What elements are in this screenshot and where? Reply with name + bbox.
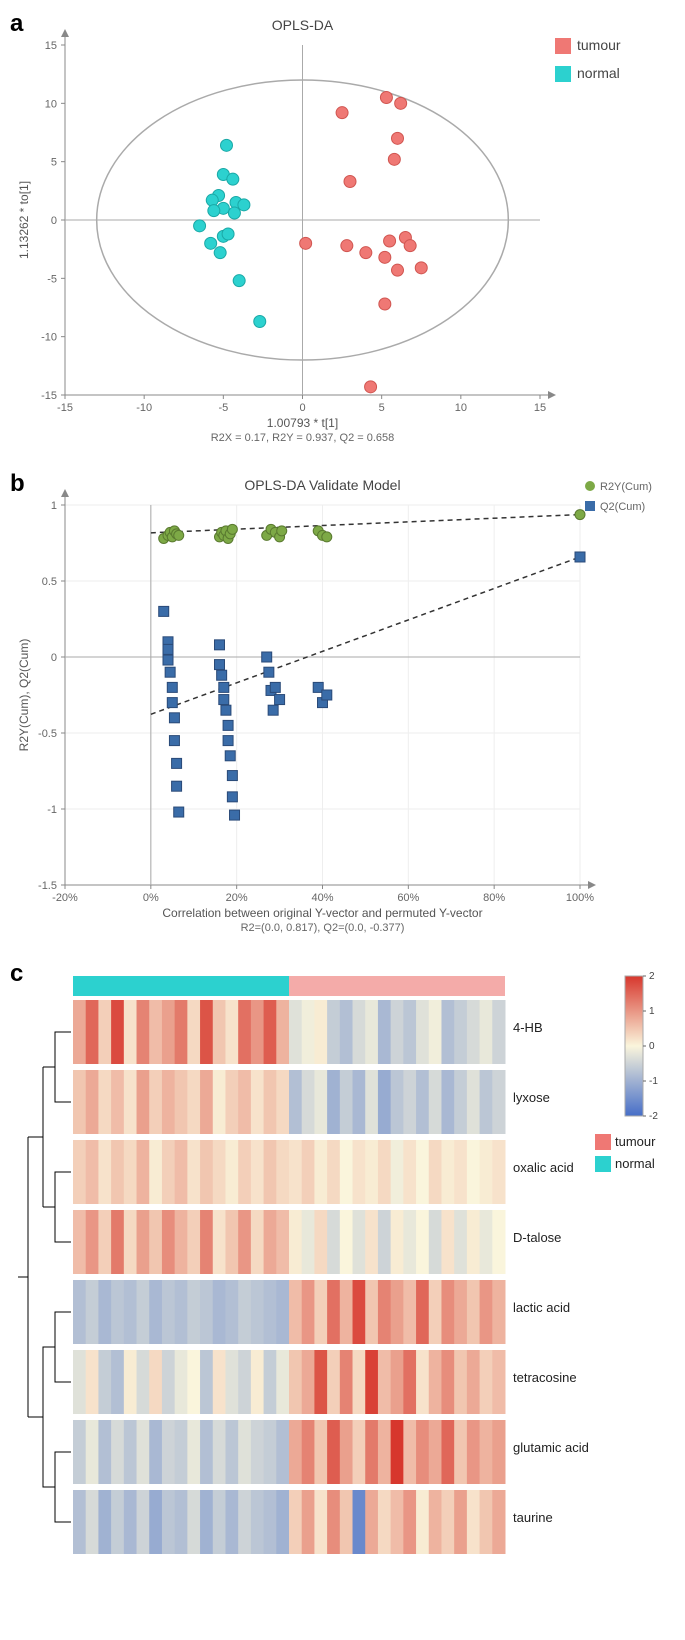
svg-text:Correlation between original Y: Correlation between original Y-vector an… (162, 906, 482, 920)
svg-text:R2=(0.0, 0.817), Q2=(0.0, -0.3: R2=(0.0, 0.817), Q2=(0.0, -0.377) (241, 922, 405, 934)
svg-text:-20%: -20% (52, 892, 78, 904)
panel-c-label: c (10, 960, 23, 988)
panel-b: b OPLS-DA Validate Model -20% 0% 20% 40% 60% 8… (10, 470, 675, 940)
svg-text:0: 0 (51, 652, 57, 664)
svg-text:glutamic acid: glutamic acid (513, 1440, 589, 1455)
svg-text:-2: -2 (649, 1111, 658, 1122)
svg-text:20%: 20% (226, 892, 248, 904)
panel-a-label: a (10, 10, 23, 38)
svg-text:0: 0 (649, 1041, 655, 1052)
svg-text:-1: -1 (649, 1076, 658, 1087)
svg-text:5: 5 (51, 157, 57, 169)
svg-text:lactic acid: lactic acid (513, 1300, 570, 1315)
panel-b-label: b (10, 470, 25, 498)
svg-text:1.13262 * to[1]: 1.13262 * to[1] (17, 181, 31, 259)
svg-text:normal: normal (615, 1156, 655, 1171)
svg-text:15: 15 (45, 40, 57, 52)
svg-text:4-HB: 4-HB (513, 1020, 543, 1035)
panel-c: c 4-HB lyxose oxalic acid D-talose lactic ac… (10, 960, 675, 1610)
svg-text:1: 1 (51, 500, 57, 512)
svg-text:-5: -5 (218, 402, 228, 414)
svg-text:R2X = 0.17, R2Y = 0.937, Q2 =: R2X = 0.17, R2Y = 0.937, Q2 = 0.658 (211, 432, 395, 444)
svg-text:-15: -15 (57, 402, 73, 414)
svg-text:-10: -10 (136, 402, 152, 414)
heatmap: 4-HB lyxose oxalic acid D-talose lactic acid… (10, 960, 675, 1610)
svg-text:80%: 80% (483, 892, 505, 904)
svg-text:10: 10 (455, 402, 467, 414)
svg-text:Q2(Cum): Q2(Cum) (600, 501, 645, 513)
svg-text:normal: normal (577, 65, 620, 81)
svg-text:0: 0 (299, 402, 305, 414)
svg-text:oxalic acid: oxalic acid (513, 1160, 574, 1175)
svg-text:0.5: 0.5 (42, 576, 57, 588)
svg-text:100%: 100% (566, 892, 594, 904)
svg-text:10: 10 (45, 98, 57, 110)
svg-text:-10: -10 (41, 332, 57, 344)
svg-text:R2Y(Cum), Q2(Cum): R2Y(Cum), Q2(Cum) (17, 639, 31, 752)
panel-a: a OPLS-DA -15 -10 -5 0 5 10 15 -15 -10 -5 0 5 10 15 1.0… (10, 10, 675, 450)
svg-text:lyxose: lyxose (513, 1090, 550, 1105)
svg-text:tumour: tumour (615, 1134, 656, 1149)
svg-text:15: 15 (534, 402, 546, 414)
svg-text:tumour: tumour (577, 37, 621, 53)
svg-text:0%: 0% (143, 892, 159, 904)
svg-text:-5: -5 (47, 273, 57, 285)
svg-text:1: 1 (649, 1006, 655, 1017)
svg-text:-1: -1 (47, 804, 57, 816)
svg-text:-15: -15 (41, 390, 57, 402)
svg-text:OPLS-DA: OPLS-DA (272, 17, 334, 33)
opls-da-validate: OPLS-DA Validate Model -20% 0% 20% 40% 60% 80%… (10, 470, 675, 940)
svg-text:R2Y(Cum): R2Y(Cum) (600, 481, 652, 493)
svg-text:-1.5: -1.5 (38, 880, 57, 892)
svg-text:-0.5: -0.5 (38, 728, 57, 740)
opls-da-scatter: OPLS-DA -15 -10 -5 0 5 10 15 -15 -10 -5 0 5 10 15 1.007… (10, 10, 675, 450)
svg-text:1.00793 * t[1]: 1.00793 * t[1] (267, 416, 338, 430)
svg-text:2: 2 (649, 971, 655, 982)
svg-text:taurine: taurine (513, 1510, 553, 1525)
svg-text:5: 5 (379, 402, 385, 414)
svg-text:40%: 40% (311, 892, 333, 904)
svg-text:0: 0 (51, 215, 57, 227)
svg-text:OPLS-DA Validate Model: OPLS-DA Validate Model (244, 477, 400, 493)
svg-text:60%: 60% (397, 892, 419, 904)
svg-text:tetracosine: tetracosine (513, 1370, 577, 1385)
svg-text:D-talose: D-talose (513, 1230, 561, 1245)
